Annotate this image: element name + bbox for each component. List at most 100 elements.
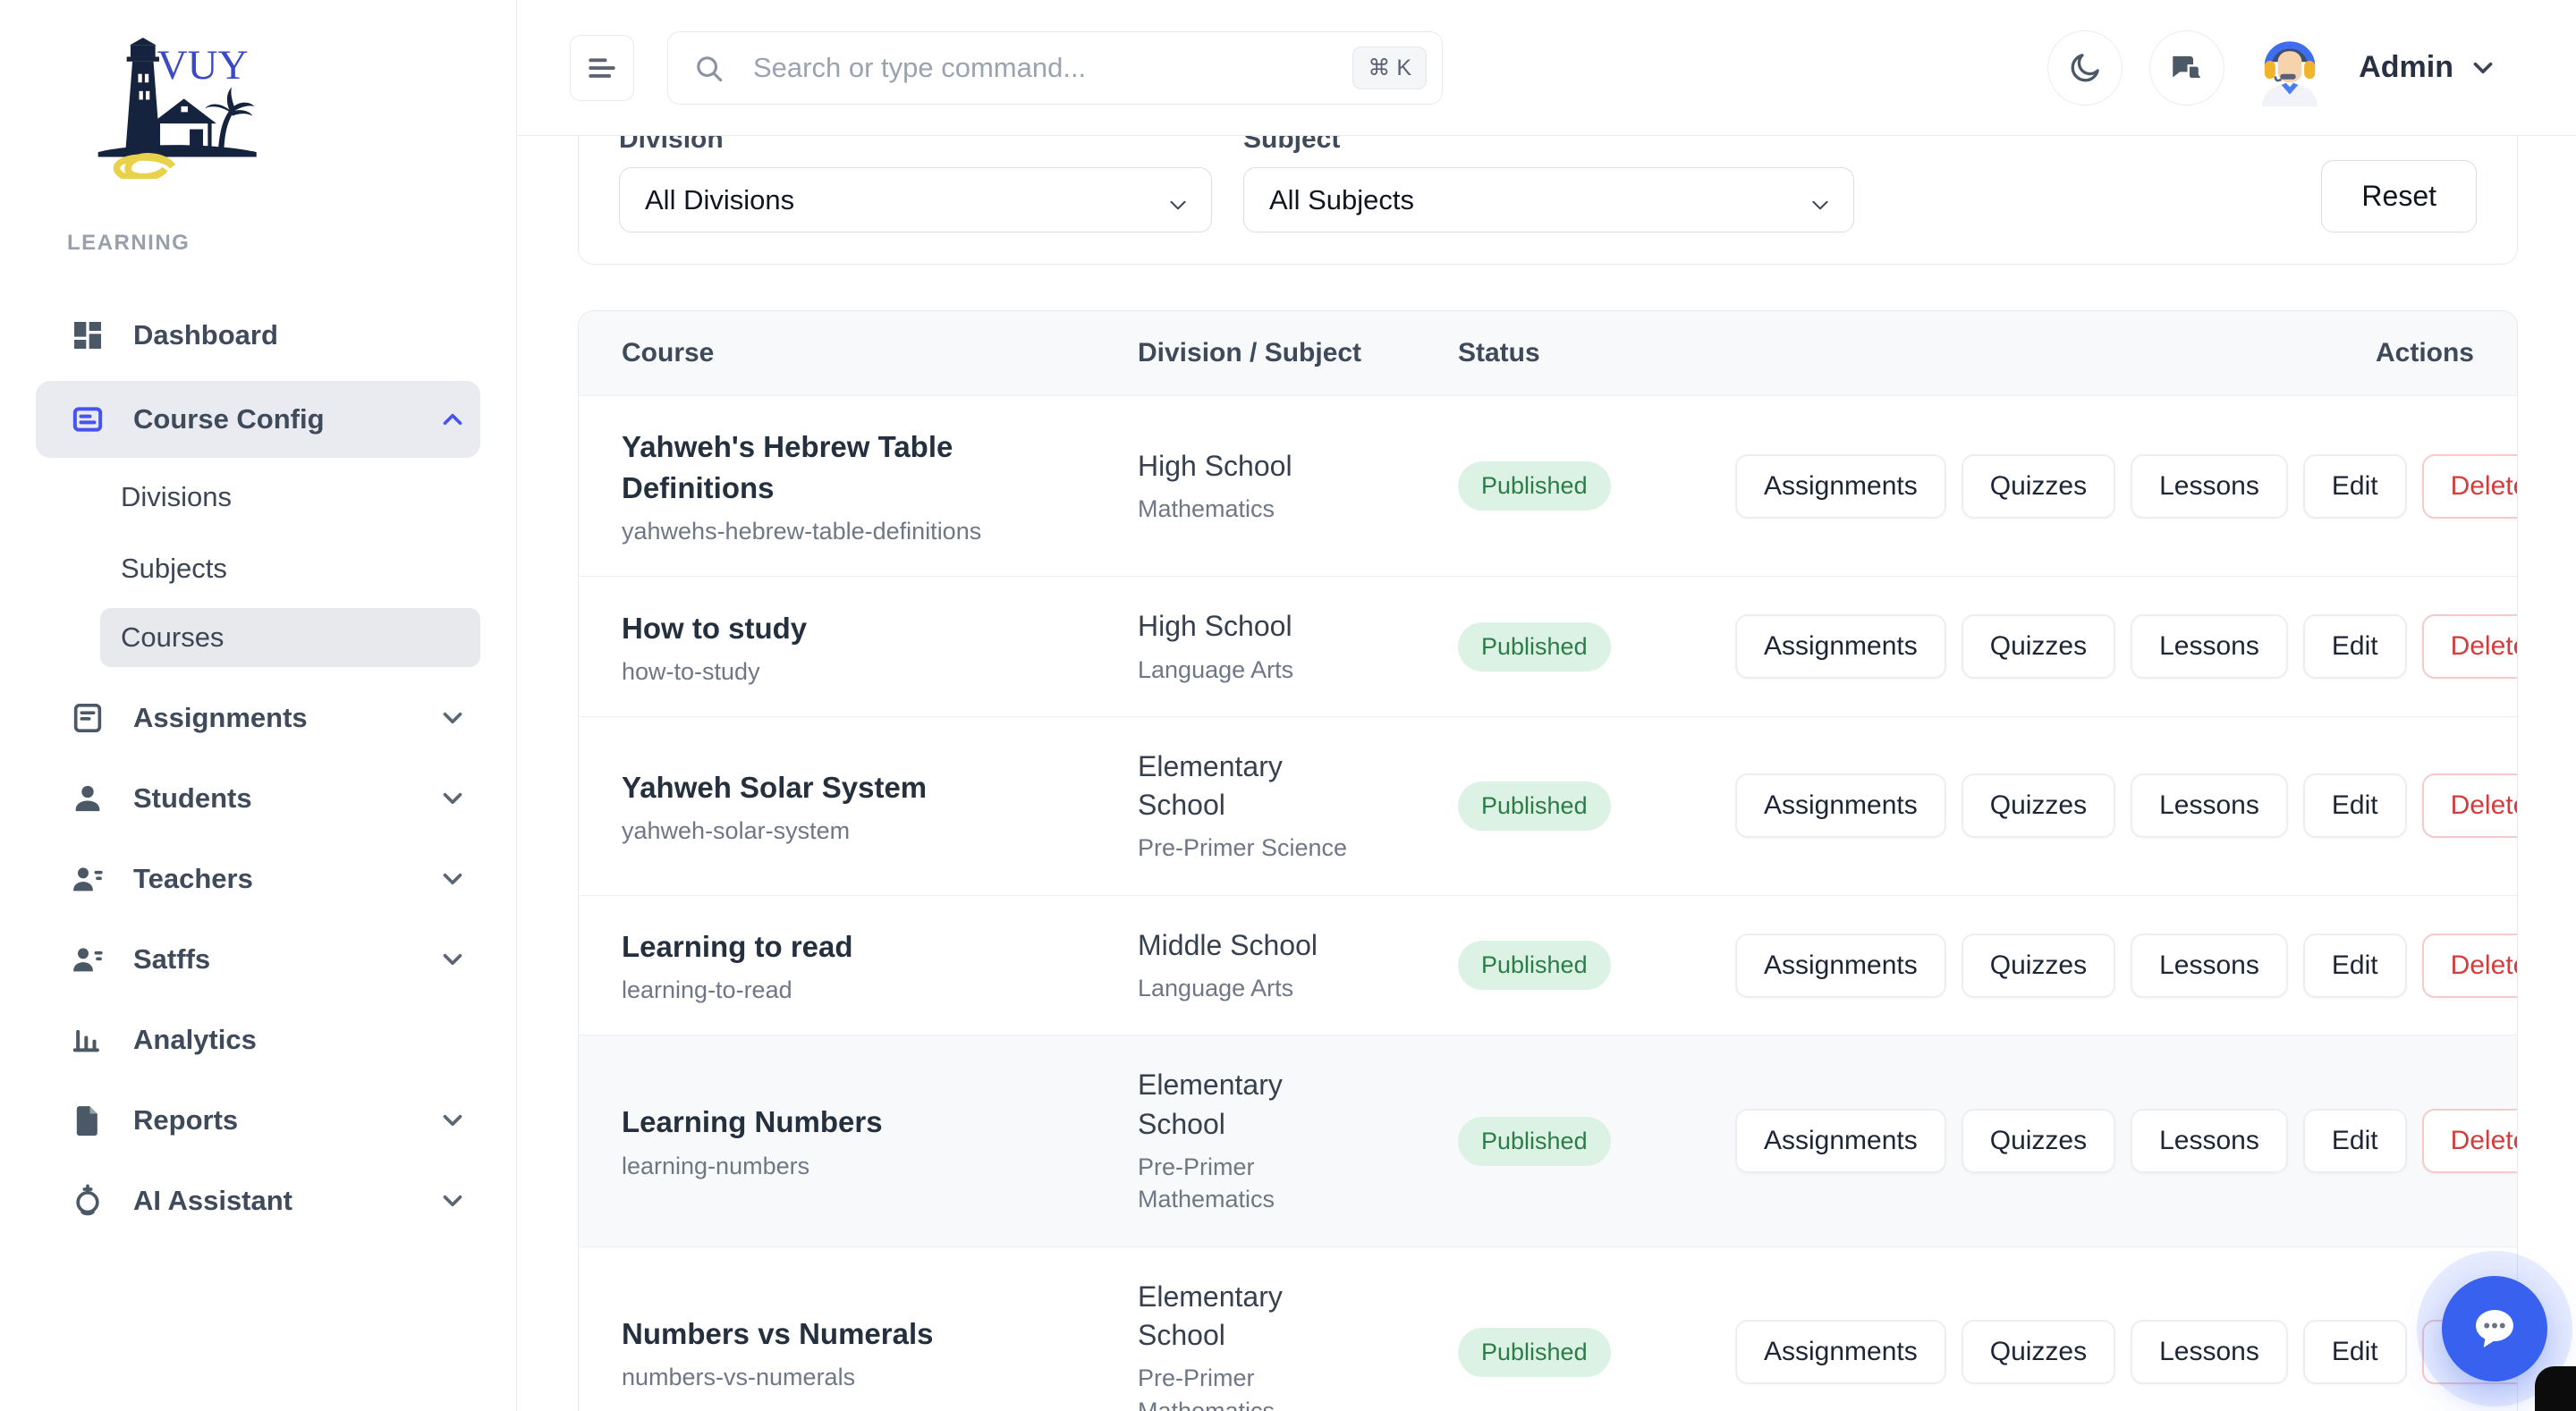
status-cell: Published — [1458, 1116, 1735, 1166]
sidebar-toggle-button[interactable] — [570, 34, 634, 101]
admin-menu[interactable]: Admin — [2359, 50, 2498, 85]
assignments-button[interactable]: Assignments — [1735, 1320, 1946, 1385]
sidebar-item-label: AI Assistant — [133, 1185, 293, 1216]
status-cell: Published — [1458, 1327, 1735, 1377]
quizzes-button[interactable]: Quizzes — [1961, 1109, 2116, 1174]
chevron-up-icon — [437, 404, 468, 435]
sub-item-label: Courses — [121, 621, 225, 653]
division-select[interactable]: All Divisions — [619, 167, 1212, 232]
sub-item-label: Subjects — [121, 553, 227, 584]
sidebar-item-ai-assistant[interactable]: AI Assistant — [67, 1161, 480, 1241]
subject-select-value: All Subjects — [1269, 183, 1414, 215]
edit-button[interactable]: Edit — [2302, 933, 2407, 998]
search-input[interactable] — [667, 30, 1443, 105]
quizzes-button[interactable]: Quizzes — [1961, 933, 2116, 998]
dashboard-icon — [67, 315, 108, 356]
robot-icon — [67, 1180, 108, 1221]
table-row: Yahweh Solar System yahweh-solar-system … — [579, 716, 2517, 895]
header-course: Course — [622, 338, 715, 368]
subject-value: Pre-Primer Science — [1138, 834, 1348, 862]
course-title: Yahweh's Hebrew Table Definitions — [622, 430, 953, 505]
teachers-icon — [67, 858, 108, 900]
subject-value: Pre-Primer Mathematics — [1138, 1365, 1275, 1411]
lighthouse-logo-icon: VUY — [97, 38, 257, 182]
sidebar-item-course-config[interactable]: Course Config — [36, 381, 480, 458]
sidebar-item-dashboard[interactable]: Dashboard — [67, 295, 480, 376]
delete-button[interactable]: Delete — [2421, 614, 2517, 680]
subject-value: Mathematics — [1138, 495, 1275, 523]
subject-filter: Subject All Subjects — [1243, 136, 1854, 232]
user-avatar[interactable] — [2251, 30, 2328, 106]
table-row: Numbers vs Numerals numbers-vs-numerals … — [579, 1246, 2517, 1411]
course-slug: yahwehs-hebrew-table-definitions — [622, 518, 982, 545]
course-cell: Learning Numbers learning-numbers — [622, 1102, 1138, 1179]
admin-name: Admin — [2359, 50, 2453, 84]
delete-button[interactable]: Delete — [2421, 773, 2517, 839]
edit-button[interactable]: Edit — [2302, 1320, 2407, 1385]
assignments-button[interactable]: Assignments — [1735, 1109, 1946, 1174]
reset-filters-button[interactable]: Reset — [2321, 160, 2477, 232]
lessons-button[interactable]: Lessons — [2131, 933, 2288, 998]
sidebar-item-students[interactable]: Students — [67, 758, 480, 839]
assignments-button[interactable]: Assignments — [1735, 773, 1946, 839]
division-subject-cell: Elementary School Pre-Primer Science — [1138, 748, 1361, 865]
lessons-button[interactable]: Lessons — [2131, 1109, 2288, 1174]
subject-label: Subject — [1243, 136, 1341, 154]
chat-fab-button[interactable] — [2442, 1276, 2547, 1381]
sidebar-item-reports[interactable]: Reports — [67, 1080, 480, 1161]
division-label: Division — [619, 136, 724, 154]
course-config-icon — [67, 399, 108, 440]
edit-button[interactable]: Edit — [2302, 453, 2407, 519]
sidebar-item-divisions[interactable]: Divisions — [100, 465, 480, 529]
chevron-down-icon — [437, 1186, 468, 1216]
sidebar-item-analytics[interactable]: Analytics — [67, 1000, 480, 1080]
quizzes-button[interactable]: Quizzes — [1961, 1320, 2116, 1385]
dark-mode-button[interactable] — [2047, 30, 2123, 106]
courses-table: Course Division / Subject Status Actions… — [578, 310, 2518, 1411]
quizzes-button[interactable]: Quizzes — [1961, 453, 2116, 519]
header-division-subject: Division / Subject — [1138, 338, 1362, 368]
header-status: Status — [1458, 338, 1540, 368]
edit-button[interactable]: Edit — [2302, 614, 2407, 680]
lessons-button[interactable]: Lessons — [2131, 773, 2288, 839]
assignments-icon — [67, 697, 108, 739]
quizzes-button[interactable]: Quizzes — [1961, 773, 2116, 839]
chevron-down-icon — [2468, 53, 2498, 83]
assignments-button[interactable]: Assignments — [1735, 933, 1946, 998]
chevron-down-icon — [437, 1105, 468, 1136]
edit-button[interactable]: Edit — [2302, 773, 2407, 839]
chat-bubbles-icon — [2173, 55, 2206, 80]
table-row: Learning Numbers learning-numbers Elemen… — [579, 1035, 2517, 1246]
sidebar-item-subjects[interactable]: Subjects — [100, 537, 480, 601]
delete-button[interactable]: Delete — [2421, 453, 2517, 519]
subject-select[interactable]: All Subjects — [1243, 167, 1854, 232]
quizzes-button[interactable]: Quizzes — [1961, 614, 2116, 680]
sidebar-nav: Dashboard Course Config Divisions — [36, 295, 480, 1241]
delete-button[interactable]: Delete — [2421, 1109, 2517, 1174]
assignments-button[interactable]: Assignments — [1735, 614, 1946, 680]
assignments-button[interactable]: Assignments — [1735, 453, 1946, 519]
lessons-button[interactable]: Lessons — [2131, 614, 2288, 680]
messages-button[interactable] — [2149, 30, 2225, 106]
actions-cell: Assignments Quizzes Lessons Edit Delete — [1735, 933, 2517, 998]
sidebar-item-teachers[interactable]: Teachers — [67, 839, 480, 919]
course-slug: how-to-study — [622, 657, 760, 685]
delete-button[interactable]: Delete — [2421, 933, 2517, 998]
status-badge: Published — [1458, 941, 1611, 991]
sidebar-item-staffs[interactable]: Satffs — [67, 919, 480, 1000]
course-config-sublist: Divisions Subjects Courses — [67, 465, 480, 667]
moon-icon — [2071, 53, 2100, 81]
sidebar-item-courses[interactable]: Courses — [100, 608, 480, 667]
course-slug: learning-numbers — [622, 1152, 810, 1179]
lessons-button[interactable]: Lessons — [2131, 1320, 2288, 1385]
reports-icon — [67, 1100, 108, 1141]
lessons-button[interactable]: Lessons — [2131, 453, 2288, 519]
edit-button[interactable]: Edit — [2302, 1109, 2407, 1174]
course-cell: Yahweh's Hebrew Table Definitions yahweh… — [622, 427, 1138, 545]
table-row: Yahweh's Hebrew Table Definitions yahweh… — [579, 395, 2517, 577]
actions-cell: Assignments Quizzes Lessons Edit Delete — [1735, 1109, 2517, 1174]
chevron-down-icon — [1166, 191, 1190, 224]
sidebar-item-label: Teachers — [133, 863, 253, 894]
sidebar-item-assignments[interactable]: Assignments — [67, 678, 480, 758]
table-row: How to study how-to-study High School La… — [579, 576, 2517, 716]
